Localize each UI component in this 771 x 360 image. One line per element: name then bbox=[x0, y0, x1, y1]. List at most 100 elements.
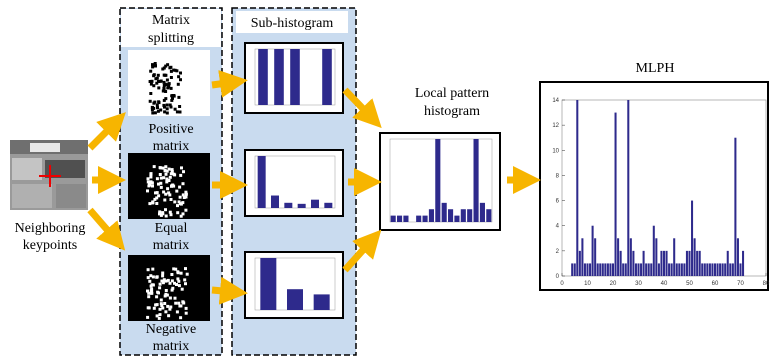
matrix-pixel bbox=[158, 317, 161, 320]
matrix-pixel bbox=[179, 304, 182, 307]
bar bbox=[274, 49, 284, 105]
bar bbox=[454, 216, 459, 222]
matrix-pixel bbox=[159, 182, 162, 185]
matrix-pixel bbox=[166, 104, 169, 107]
matrix-image bbox=[128, 255, 210, 321]
matrix-pixel bbox=[159, 173, 162, 176]
matrix-pixel bbox=[170, 172, 173, 175]
x-tick-label: 50 bbox=[686, 281, 693, 287]
matrix-pixel bbox=[177, 302, 180, 305]
matrix-pixel bbox=[168, 308, 171, 311]
bar bbox=[727, 251, 729, 276]
bar bbox=[620, 251, 622, 276]
matrix-pixel bbox=[151, 65, 154, 68]
matrix-pixel bbox=[164, 193, 167, 196]
bar bbox=[442, 203, 447, 222]
bar bbox=[397, 216, 402, 222]
matrix-pixel bbox=[147, 181, 150, 184]
x-tick-label: 30 bbox=[635, 281, 642, 287]
bar bbox=[701, 263, 703, 276]
matrix-pixel bbox=[167, 279, 170, 282]
bar bbox=[576, 100, 578, 276]
matrix-pixel bbox=[169, 282, 172, 285]
bar bbox=[625, 263, 627, 276]
matrix-pixel bbox=[152, 107, 155, 110]
bar bbox=[635, 263, 637, 276]
bar bbox=[423, 216, 428, 222]
matrix-pixel bbox=[164, 74, 167, 77]
bar bbox=[324, 203, 332, 208]
bar bbox=[673, 238, 675, 276]
matrix-pixel bbox=[147, 295, 150, 298]
bar bbox=[609, 263, 611, 276]
matrix-pixel bbox=[150, 172, 153, 175]
matrix-pixel bbox=[169, 211, 172, 214]
matrix-pixel bbox=[167, 314, 170, 317]
matrix-pixel bbox=[174, 302, 177, 305]
matrix-pixel bbox=[176, 204, 179, 207]
bar bbox=[486, 209, 491, 222]
bar bbox=[607, 263, 609, 276]
matrix-pixel bbox=[184, 209, 187, 212]
bar bbox=[258, 156, 266, 208]
matrix-pixel bbox=[165, 180, 168, 183]
matrix-pixel bbox=[173, 173, 176, 176]
bar bbox=[739, 263, 741, 276]
bar bbox=[322, 49, 332, 105]
matrix-pixel bbox=[152, 102, 155, 105]
bar bbox=[604, 263, 606, 276]
bar bbox=[706, 263, 708, 276]
bar bbox=[688, 251, 690, 276]
bar bbox=[648, 263, 650, 276]
matrix-pixel bbox=[174, 268, 177, 271]
bar bbox=[645, 263, 647, 276]
matrix-pixel bbox=[174, 69, 177, 72]
input-label: Neighboring bbox=[15, 221, 86, 236]
bar bbox=[617, 238, 619, 276]
matrix-pixel bbox=[156, 191, 159, 194]
matrix-pixel bbox=[175, 190, 178, 193]
matrix-pixel bbox=[149, 70, 152, 73]
matrix-pixel bbox=[163, 106, 166, 109]
matrix-pixel bbox=[163, 199, 166, 202]
x-tick-label: 80 bbox=[763, 281, 770, 287]
matrix-pixel bbox=[182, 193, 185, 196]
matrix-label: matrix bbox=[153, 139, 190, 154]
sub-histogram-title: Sub-histogram bbox=[251, 16, 334, 31]
local-pattern-title: histogram bbox=[424, 104, 480, 119]
matrix-pixel bbox=[161, 272, 164, 275]
matrix-pixel bbox=[179, 78, 182, 81]
matrix-pixel bbox=[184, 191, 187, 194]
matrix-pixel bbox=[176, 211, 179, 214]
bar bbox=[678, 263, 680, 276]
bar bbox=[632, 251, 634, 276]
matrix-pixel bbox=[154, 111, 157, 114]
bar bbox=[742, 251, 744, 276]
matrix-pixel bbox=[146, 189, 149, 192]
matrix-pixel bbox=[179, 72, 182, 75]
bar bbox=[284, 203, 292, 208]
bar bbox=[676, 263, 678, 276]
matrix-pixel bbox=[157, 100, 160, 103]
matrix-pixel bbox=[166, 187, 169, 190]
bar bbox=[467, 209, 472, 222]
bar bbox=[668, 263, 670, 276]
matrix-label: Positive bbox=[148, 122, 193, 137]
input-label: keypoints bbox=[23, 238, 77, 253]
matrix-pixel bbox=[180, 203, 183, 206]
bar bbox=[581, 238, 583, 276]
matrix-pixel bbox=[158, 212, 161, 215]
bar bbox=[694, 238, 696, 276]
bar bbox=[586, 263, 588, 276]
bar bbox=[663, 251, 665, 276]
matrix-pixel bbox=[150, 83, 153, 86]
matrix-pixel bbox=[164, 295, 167, 298]
bar bbox=[658, 263, 660, 276]
matrix-pixel bbox=[181, 300, 184, 303]
matrix-pixel bbox=[170, 87, 173, 90]
x-tick-label: 20 bbox=[610, 281, 617, 287]
matrix-label: matrix bbox=[153, 238, 190, 253]
matrix-pixel bbox=[164, 208, 167, 211]
matrix-pixel bbox=[161, 211, 164, 214]
matrix-pixel bbox=[147, 177, 150, 180]
